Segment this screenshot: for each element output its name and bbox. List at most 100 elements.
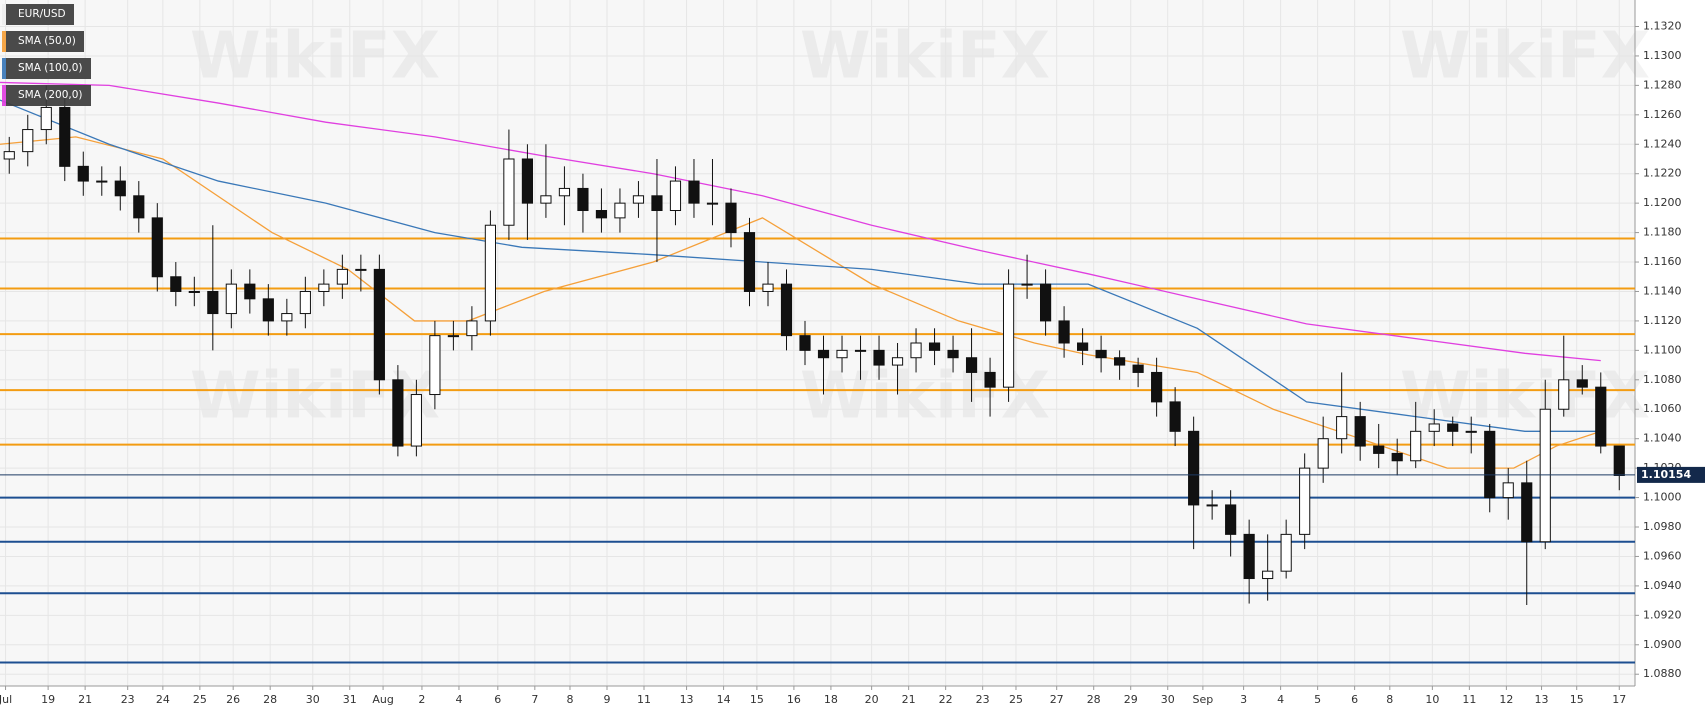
x-tick-label: 14 <box>717 693 731 706</box>
x-tick-label: 22 <box>939 693 953 706</box>
y-tick-label: 1.1080 <box>1643 373 1682 386</box>
watermark: WikiFX <box>800 20 1050 94</box>
candle-body <box>318 283 330 292</box>
watermark: WikiFX <box>1400 20 1650 94</box>
candle-body <box>947 349 959 359</box>
sma-line <box>0 81 1601 362</box>
candle-body <box>1391 452 1403 462</box>
x-tick-label: 4 <box>1277 693 1284 706</box>
x-tick-label: 16 <box>787 693 801 706</box>
y-tick-label: 1.0960 <box>1643 549 1682 562</box>
x-tick-label: 30 <box>1161 693 1175 706</box>
x-tick-label: 4 <box>455 693 462 706</box>
y-tick-label: 1.0980 <box>1643 520 1682 533</box>
candle-body <box>1002 283 1015 388</box>
candle-body <box>336 268 348 285</box>
x-tick-label: Sep <box>1193 693 1214 706</box>
candle-body <box>114 180 126 197</box>
y-tick-label: 1.1180 <box>1643 226 1682 239</box>
x-tick-label: 9 <box>603 693 610 706</box>
candle-body <box>595 210 608 219</box>
legend-entry: SMA (100,0) <box>2 58 91 79</box>
y-tick-label: 1.1300 <box>1643 49 1682 62</box>
y-tick-label: 1.1260 <box>1643 108 1682 121</box>
candle-body <box>281 313 293 322</box>
candle-body <box>1317 438 1329 469</box>
candle-body <box>1206 504 1218 507</box>
x-tick-label: 24 <box>156 693 170 706</box>
x-tick-label: 6 <box>1351 693 1358 706</box>
candle-body <box>262 298 274 322</box>
x-tick-label: 8 <box>1386 693 1393 706</box>
candle-body <box>817 349 830 359</box>
y-tick-label: 1.0940 <box>1643 579 1682 592</box>
candle-body <box>1039 283 1052 322</box>
x-tick-label: 11 <box>1462 693 1476 706</box>
y-tick-label: 1.1040 <box>1643 432 1682 445</box>
x-tick-label: 30 <box>306 693 320 706</box>
candle-body <box>3 151 15 160</box>
candle-body <box>632 195 645 204</box>
y-tick-label: 1.1000 <box>1643 491 1682 504</box>
candle-body <box>503 158 515 226</box>
candle-body <box>614 202 626 219</box>
candle-body <box>1058 320 1070 344</box>
candle-body <box>984 371 996 388</box>
candle-body <box>836 349 848 359</box>
candle-body <box>447 335 459 338</box>
candle-body <box>1336 416 1348 440</box>
candle-body <box>558 187 571 197</box>
candle-body <box>1595 386 1607 447</box>
candle-body <box>743 232 756 292</box>
candle-body <box>669 180 682 212</box>
x-tick-label: 7 <box>531 693 538 706</box>
legend-entry: SMA (50,0) <box>2 31 84 52</box>
x-tick-label: 31 <box>343 693 357 706</box>
candle-body <box>484 224 496 322</box>
candle-body <box>1280 533 1292 572</box>
candle-body <box>1484 430 1496 499</box>
x-tick-label: 18 <box>824 693 838 706</box>
candle-body <box>466 320 478 337</box>
x-tick-label: 29 <box>1124 693 1138 706</box>
x-tick-label: 20 <box>865 693 879 706</box>
x-tick-label: 15 <box>1570 693 1584 706</box>
candle-body <box>1558 379 1570 410</box>
candle-body <box>521 158 534 204</box>
candle-body <box>133 195 145 219</box>
candle-body <box>688 180 700 204</box>
candle-body <box>40 106 52 131</box>
candle-body <box>1151 371 1163 403</box>
x-tick-label: 26 <box>226 693 240 706</box>
candle-body <box>1428 423 1440 432</box>
candle-body <box>1169 401 1181 432</box>
candle-body <box>59 106 71 167</box>
candle-body <box>1299 467 1311 535</box>
x-tick-label: 13 <box>680 693 694 706</box>
candle-body <box>910 342 922 359</box>
x-tick-label: 17 <box>1612 693 1626 706</box>
legend-entry: SMA (200,0) <box>2 85 91 106</box>
legend: EUR/USD SMA (50,0) SMA (100,0) SMA (200,0) <box>2 4 91 112</box>
candle-body <box>244 283 256 300</box>
watermark: WikiFX <box>190 20 440 94</box>
candle-body <box>188 290 200 293</box>
y-tick-label: 1.0920 <box>1643 608 1682 621</box>
x-tick-label: 23 <box>121 693 135 706</box>
y-tick-label: 1.1140 <box>1643 284 1682 297</box>
candle-body <box>392 379 404 447</box>
candle-body <box>299 290 311 315</box>
candle-body <box>1521 482 1533 543</box>
x-tick-label: 2 <box>418 693 425 706</box>
candle-body <box>799 335 811 351</box>
x-tick-label: 3 <box>1240 693 1247 706</box>
y-tick-label: 1.1320 <box>1643 19 1682 32</box>
x-tick-label: 25 <box>193 693 207 706</box>
candle-body <box>577 187 589 212</box>
x-tick-label: 6 <box>494 693 501 706</box>
candle-body <box>762 283 774 292</box>
x-tick-label: 21 <box>78 693 92 706</box>
y-tick-label: 1.1100 <box>1643 343 1682 356</box>
x-tick-label: 15 <box>750 693 764 706</box>
